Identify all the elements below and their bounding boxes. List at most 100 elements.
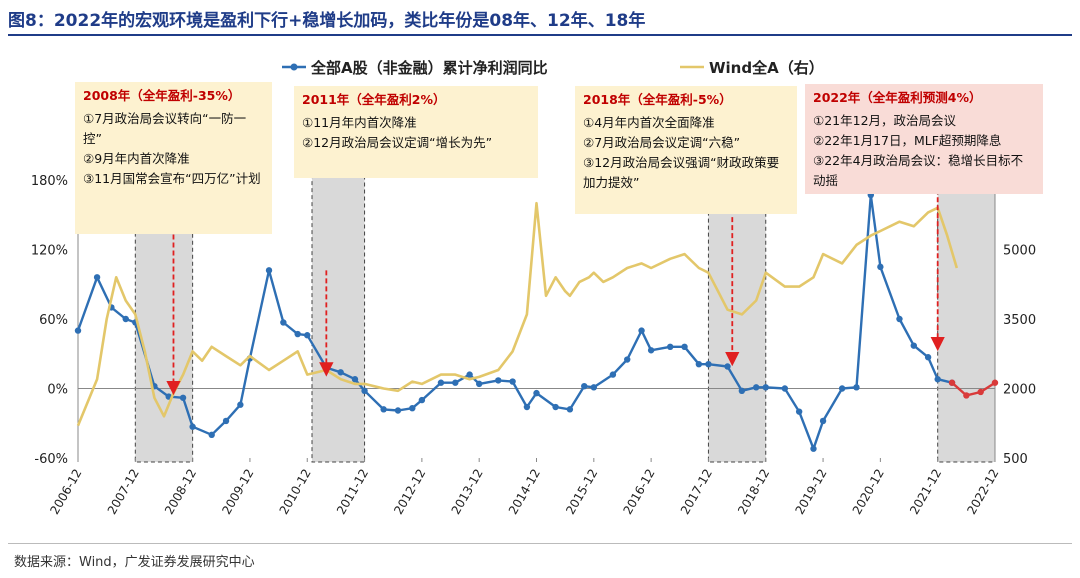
x-tick-label: 2020-12 — [850, 467, 887, 517]
forecast-point — [948, 379, 956, 386]
annotation-2022-item-2: ②22年1月17日，MLF超预期降息 — [813, 133, 1002, 148]
x-tick-label: 2011-12 — [334, 467, 371, 517]
forecast-point — [963, 392, 970, 399]
profit-point — [466, 371, 473, 378]
x-tick-label: 2022-12 — [964, 467, 1001, 517]
forecast-point — [977, 388, 984, 396]
x-tick-label: 2006-12 — [47, 467, 84, 517]
annotation-2011-item-2: ②12月政治局会议定调“增长为先” — [302, 135, 493, 150]
profit-point — [877, 263, 884, 271]
profit-point — [681, 343, 688, 350]
annotation-2008-item-1: ①7月政治局会议转向“一防一控” — [83, 111, 247, 146]
annotation-2018-item-1: ①4月年内首次全面降准 — [583, 115, 715, 130]
profit-point — [910, 342, 917, 349]
profit-point — [418, 396, 426, 404]
annotation-2008: 2008年（全年盈利-35%） ①7月政治局会议转向“一防一控” ②9月年内首次… — [75, 82, 272, 234]
profit-point — [237, 401, 244, 408]
x-tick-label: 2012-12 — [391, 467, 428, 517]
annotation-2008-item-3: ③11月国常会宣布“四万亿”计划 — [83, 171, 261, 186]
profit-point — [304, 332, 311, 339]
legend-marker-profit — [290, 63, 298, 71]
annotation-2022-item-3: ③22年4月政治局会议：稳增长目标不动摇 — [813, 153, 1024, 188]
annotation-2008-header: 2008年（全年盈利-35%） — [83, 88, 241, 103]
profit-point — [361, 387, 368, 395]
profit-point — [795, 408, 803, 415]
x-tick-label: 2007-12 — [105, 467, 142, 517]
profit-point — [853, 384, 860, 391]
shaded-period-3 — [707, 171, 767, 463]
profit-point — [566, 406, 574, 413]
annotation-2011-item-1: ①11月年内首次降准 — [302, 115, 417, 130]
x-tick-label: 2014-12 — [506, 467, 543, 517]
profit-point — [924, 354, 932, 361]
shaded-period-4 — [937, 171, 996, 463]
profit-point — [280, 319, 287, 326]
profit-point — [752, 384, 760, 391]
policy-arrows — [166, 189, 945, 396]
annotation-2011-header: 2011年（全年盈利2%） — [302, 92, 446, 107]
profit-point — [609, 371, 617, 378]
annotation-2022-header: 2022年（全年盈利预测4%） — [813, 90, 982, 105]
legend-label-profit: 全部A股（非金融）累计净利润同比 — [310, 59, 548, 77]
profit-point — [838, 385, 846, 392]
profit-point — [380, 406, 387, 413]
profit-point — [495, 377, 502, 384]
chart-svg: -60% 0% 60% 120% 180% 500 2000 3500 5000 2006-12 2… — [31, 59, 1036, 517]
annotation-2018-header: 2018年（全年盈利-5%） — [583, 92, 732, 107]
x-tick-label: 2021-12 — [907, 467, 944, 517]
x-tick-label: 2018-12 — [735, 467, 772, 517]
profit-point — [638, 327, 645, 334]
profit-point — [724, 363, 731, 370]
legend: 全部A股（非金融）累计净利润同比 Wind全A（右） — [282, 59, 824, 77]
y-right-tick: 3500 — [1003, 313, 1036, 328]
annotation-2018: 2018年（全年盈利-5%） ①4月年内首次全面降准 ②7月政治局会议定调“六稳… — [575, 86, 797, 214]
annotation-2022-item-1: ①21年12月，政治局会议 — [813, 113, 957, 128]
profit-point — [738, 387, 746, 395]
profit-point — [934, 376, 941, 383]
x-tick-label: 2013-12 — [449, 467, 486, 517]
figure-title: 图8：2022年的宏观环境是盈利下行+稳增长加码，类比年份是08年、12年、18… — [8, 11, 646, 31]
profit-point — [552, 403, 559, 411]
y-right-tick: 5000 — [1003, 244, 1036, 259]
x-tick-label: 2017-12 — [678, 467, 715, 517]
y-left-tick: 0% — [47, 383, 68, 398]
profit-point — [810, 445, 817, 452]
profit-point — [624, 356, 631, 363]
series-profit-yoy — [76, 193, 953, 450]
annotation-2018-item-3: ③12月政治局会议强调“财政政策要加力提效” — [583, 155, 780, 190]
x-tick-label: 2016-12 — [621, 467, 658, 517]
series-lines — [74, 191, 999, 452]
x-tick-label: 2015-12 — [563, 467, 600, 517]
series-profit-forecast — [951, 381, 996, 397]
x-tick-label: 2009-12 — [219, 467, 256, 517]
x-tick-label: 2008-12 — [162, 467, 199, 517]
profit-point — [93, 274, 101, 281]
profit-point — [294, 330, 301, 338]
profit-point — [179, 394, 187, 401]
y-left-tick: -60% — [34, 452, 68, 467]
profit-point — [647, 347, 655, 354]
profit-point — [705, 360, 712, 368]
source-divider — [8, 543, 1072, 544]
y-left-tick: 180% — [31, 174, 68, 189]
profit-point — [533, 389, 540, 397]
profit-point — [189, 423, 196, 430]
annotation-2008-item-2: ②9月年内首次降准 — [83, 151, 190, 166]
x-tick-label: 2019-12 — [792, 467, 829, 517]
profit-point — [265, 267, 273, 274]
profit-point — [437, 379, 445, 386]
profit-point — [208, 431, 215, 439]
y-right-tick: 500 — [1003, 452, 1028, 467]
profit-point — [337, 369, 344, 376]
profit-point — [781, 385, 789, 392]
shaded-period-2 — [311, 171, 366, 463]
annotation-2022: 2022年（全年盈利预测4%） ①21年12月，政治局会议 ②22年1月17日，… — [805, 84, 1043, 194]
profit-point — [452, 379, 459, 386]
profit-point — [695, 360, 703, 368]
series-wind-all-a — [76, 201, 959, 427]
source-note: 数据来源：Wind，广发证券发展研究中心 — [14, 555, 255, 570]
x-tick-label: 2010-12 — [277, 467, 314, 517]
profit-point — [667, 343, 674, 350]
profit-point — [590, 384, 598, 391]
profit-point — [896, 315, 903, 323]
